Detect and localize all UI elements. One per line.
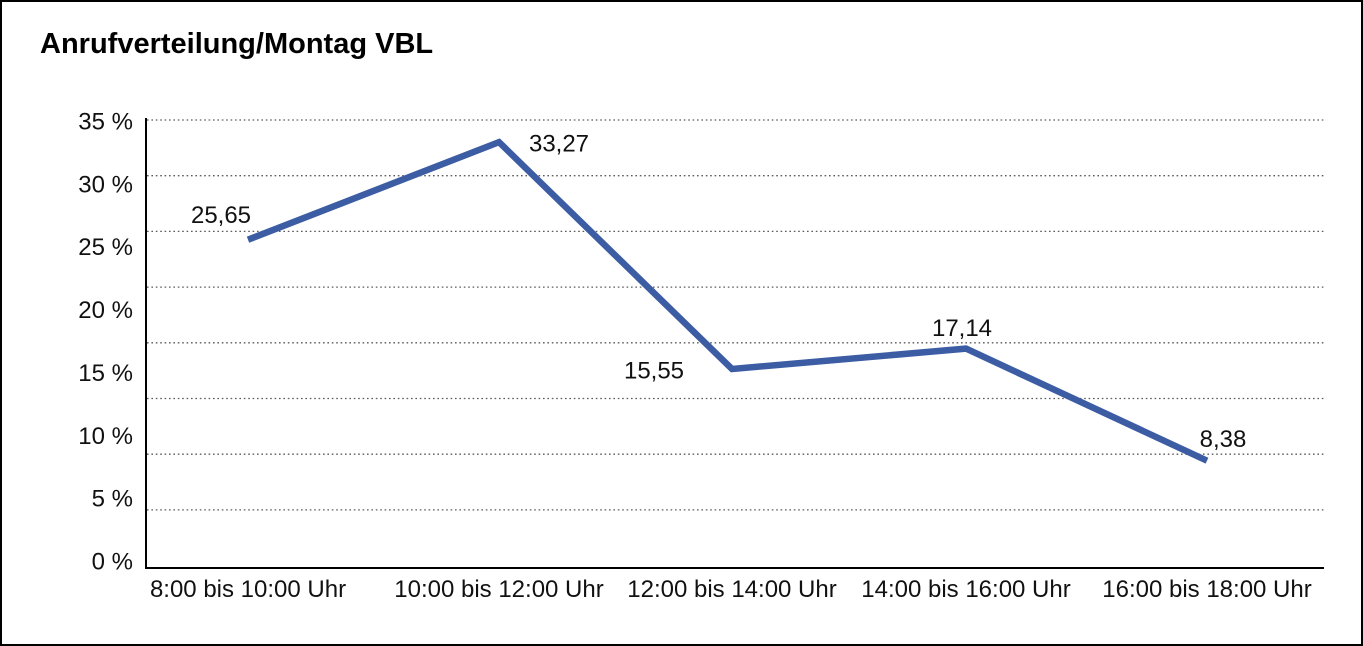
- y-tick-label: 30 %: [78, 171, 133, 198]
- x-tick-label: 12:00 bis 14:00 Uhr: [627, 576, 836, 603]
- y-tick-label: 25 %: [78, 234, 133, 261]
- x-tick-label: 8:00 bis 10:00 Uhr: [150, 576, 346, 603]
- data-point-label: 15,55: [624, 357, 684, 384]
- y-tick-label: 10 %: [78, 423, 133, 450]
- y-tick-label: 5 %: [92, 486, 133, 513]
- data-point-label: 25,65: [191, 202, 251, 229]
- y-tick-label: 35 %: [78, 109, 133, 136]
- x-tick-label: 14:00 bis 16:00 Uhr: [861, 576, 1070, 603]
- x-tick-label: 10:00 bis 12:00 Uhr: [394, 576, 603, 603]
- x-tick-label: 16:00 bis 18:00 Uhr: [1102, 576, 1311, 603]
- y-tick-label: 0 %: [92, 549, 133, 576]
- data-point-label: 17,14: [932, 315, 992, 342]
- data-series-line: [246, 138, 1209, 464]
- data-point-label: 33,27: [529, 131, 589, 158]
- y-tick-label: 20 %: [78, 297, 133, 324]
- data-point-label: 8,38: [1200, 426, 1247, 453]
- chart-title: Anrufverteilung/Montag VBL: [40, 28, 434, 60]
- y-tick-label: 15 %: [78, 360, 133, 387]
